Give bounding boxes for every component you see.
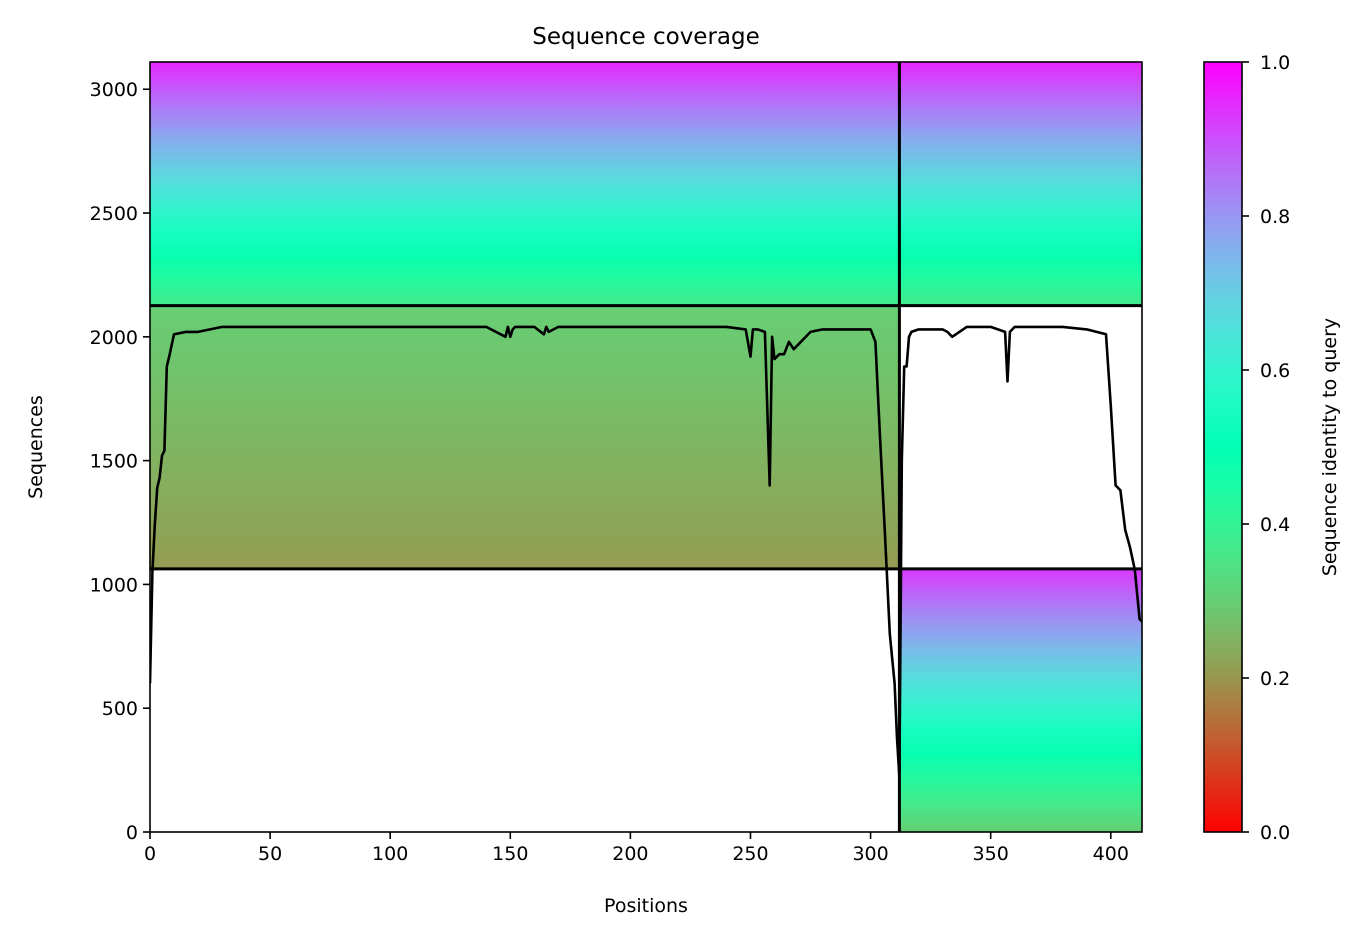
colorbar-tick-label: 0.8 xyxy=(1260,206,1290,228)
x-tick-label: 150 xyxy=(492,843,528,865)
y-axis-label: Sequences xyxy=(25,395,47,499)
y-axis: 0 500 1000 1500 2000 2500 3000 xyxy=(90,79,150,844)
y-tick-label: 0 xyxy=(126,822,138,844)
x-tick-label: 250 xyxy=(732,843,768,865)
y-tick-label: 2000 xyxy=(90,327,138,349)
plot-frame xyxy=(149,61,1143,833)
colorbar-tick-label: 0.6 xyxy=(1260,360,1290,382)
x-tick-label: 50 xyxy=(258,843,282,865)
colorbar-tick-label: 1.0 xyxy=(1260,52,1290,74)
coverage-line-layer xyxy=(150,325,1142,779)
heatmap-block xyxy=(899,568,1142,832)
x-tick-label: 100 xyxy=(372,843,408,865)
colorbar-frame xyxy=(1203,61,1243,833)
coverage-line xyxy=(150,325,1142,779)
separator-lines xyxy=(150,62,1142,832)
chart-title: Sequence coverage xyxy=(532,24,760,50)
colorbar-label: Sequence identity to query xyxy=(1319,318,1341,576)
x-tick-label: 0 xyxy=(144,843,156,865)
x-tick-label: 300 xyxy=(852,843,888,865)
colorbar-gradient xyxy=(1204,62,1242,832)
y-tick-label: 1500 xyxy=(90,451,138,473)
colorbar-tick-label: 0.0 xyxy=(1260,822,1290,844)
x-tick-label: 350 xyxy=(973,843,1009,865)
y-tick-label: 500 xyxy=(102,698,138,720)
heatmap-block xyxy=(150,62,900,306)
y-tick-label: 3000 xyxy=(90,79,138,101)
x-tick-label: 200 xyxy=(612,843,648,865)
x-axis: 0 50 100 150 200 250 300 350 400 xyxy=(144,832,1129,865)
colorbar: 0.0 0.2 0.4 0.6 0.8 1.0 Sequence identity to … xyxy=(1203,52,1341,844)
y-tick-label: 1000 xyxy=(90,574,138,596)
x-axis-label: Positions xyxy=(604,895,688,917)
heatmap-blocks xyxy=(150,62,1142,832)
colorbar-ticks: 0.0 0.2 0.4 0.6 0.8 1.0 xyxy=(1242,52,1290,844)
y-tick-label: 2500 xyxy=(90,203,138,225)
x-tick-label: 400 xyxy=(1093,843,1129,865)
colorbar-tick-label: 0.2 xyxy=(1260,668,1290,690)
heatmap-block xyxy=(899,62,1142,306)
colorbar-tick-label: 0.4 xyxy=(1260,514,1290,536)
